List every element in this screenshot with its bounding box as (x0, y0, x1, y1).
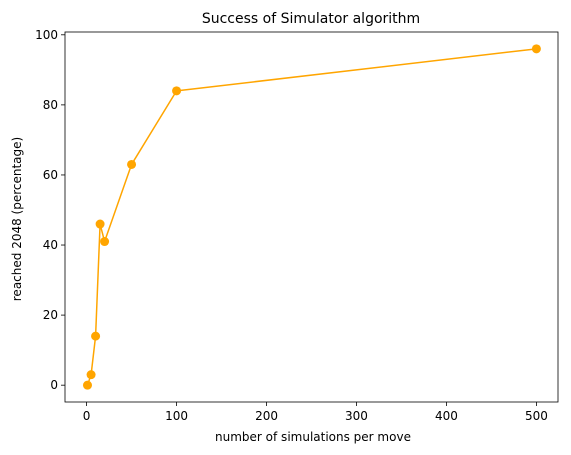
data-point (96, 220, 105, 229)
y-axis-label: reached 2048 (percentage) (10, 137, 24, 301)
y-tick-label: 100 (35, 28, 58, 42)
chart-title: Success of Simulator algorithm (202, 11, 420, 27)
y-tick-label: 80 (43, 98, 58, 112)
series-line (87, 49, 536, 385)
series-layer (83, 44, 541, 389)
y-tick-label: 40 (43, 238, 58, 252)
data-point (100, 237, 109, 246)
data-point (87, 370, 96, 379)
data-point (127, 160, 136, 169)
x-tick-label: 400 (435, 409, 458, 423)
x-tick-label: 100 (165, 409, 188, 423)
y-tick-label: 20 (43, 308, 58, 322)
x-tick-label: 300 (345, 409, 368, 423)
x-tick-label: 200 (255, 409, 278, 423)
plot-frame (65, 32, 558, 402)
y-axis: 0 20 40 60 80 100 (35, 28, 65, 392)
x-tick-label: 500 (525, 409, 548, 423)
y-tick-label: 0 (50, 378, 58, 392)
x-axis: 0 100 200 300 400 500 (83, 402, 548, 423)
data-point (532, 44, 541, 53)
y-tick-label: 60 (43, 168, 58, 182)
data-point (83, 381, 92, 390)
data-point (172, 86, 181, 95)
x-axis-label: number of simulations per move (215, 430, 411, 444)
data-point (91, 332, 100, 341)
x-tick-label: 0 (83, 409, 91, 423)
